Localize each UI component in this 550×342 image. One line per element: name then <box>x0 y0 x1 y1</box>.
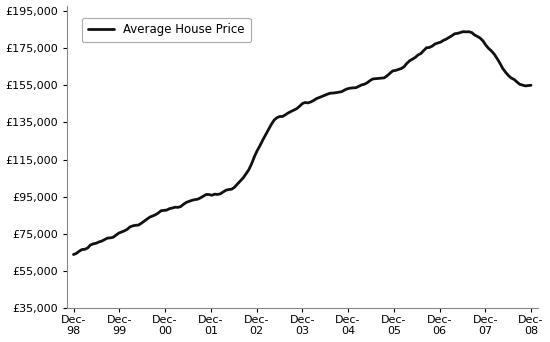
Average House Price <box>429 44 436 48</box>
Average House Price <box>197 196 204 200</box>
Average House Price <box>466 30 472 34</box>
Average House Price <box>497 61 503 65</box>
Average House Price <box>525 83 531 88</box>
Average House Price <box>528 83 535 87</box>
Average House Price <box>404 61 410 65</box>
Average House Price <box>460 30 466 34</box>
Legend: Average House Price: Average House Price <box>82 17 251 42</box>
Line: Average House Price: Average House Price <box>74 32 531 254</box>
Average House Price <box>70 252 77 256</box>
